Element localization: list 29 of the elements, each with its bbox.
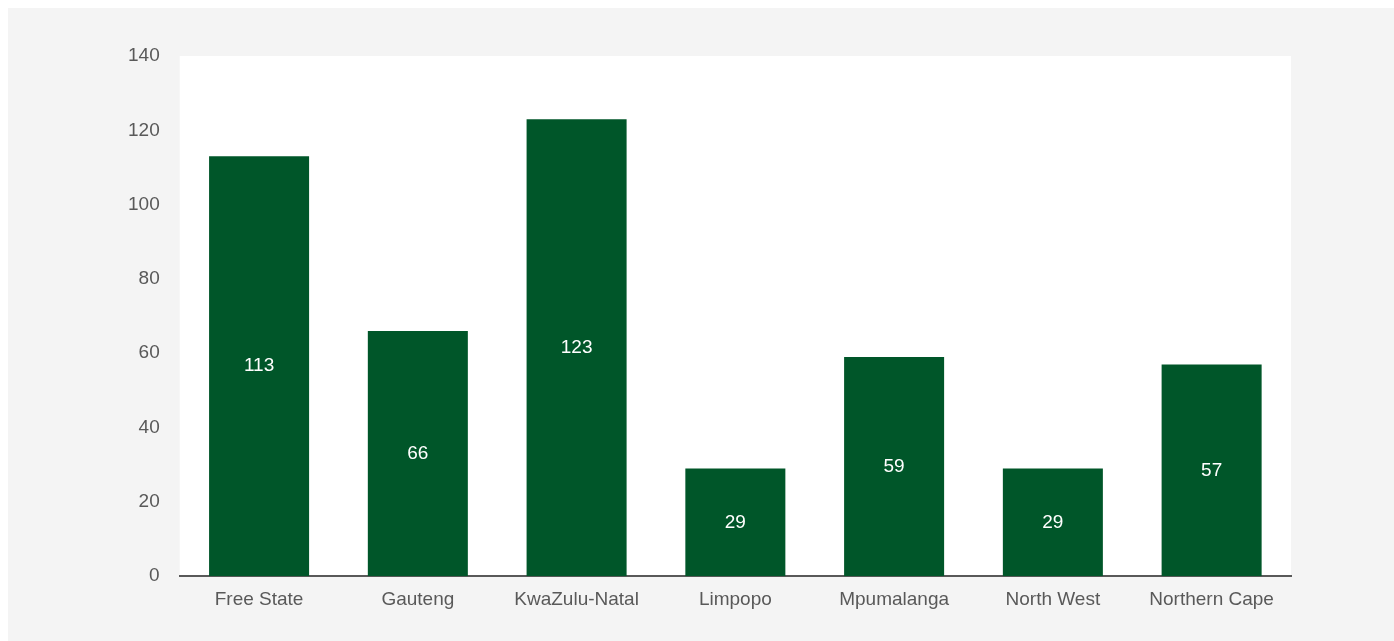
data-label: 59 (883, 454, 905, 476)
y-tick-label: 60 (138, 341, 160, 363)
bar (209, 156, 310, 577)
y-tick-label: 140 (128, 44, 160, 66)
y-tick-label: 120 (128, 118, 160, 140)
x-tick-label: Free State (214, 587, 304, 609)
data-label: 123 (560, 335, 593, 357)
bar (1161, 364, 1262, 577)
data-label: 57 (1201, 458, 1223, 480)
bar (844, 356, 945, 577)
x-tick-label: Mpumalanga (839, 587, 950, 609)
x-tick-label: Gauteng (381, 587, 455, 609)
x-tick-label: North West (1005, 587, 1101, 609)
bar (367, 330, 468, 577)
y-tick-label: 100 (128, 192, 160, 214)
y-tick-label: 80 (138, 267, 160, 289)
data-label: 113 (243, 354, 275, 376)
y-tick-label: 20 (138, 490, 160, 512)
data-label: 66 (407, 441, 429, 463)
y-tick-label: 0 (149, 564, 160, 586)
bar (685, 468, 786, 577)
bar (1002, 468, 1103, 577)
x-tick-label: Limpopo (698, 587, 772, 609)
bar (526, 119, 627, 577)
data-label: 29 (1042, 510, 1064, 532)
y-tick-label: 40 (138, 415, 160, 437)
x-tick-label: KwaZulu-Natal (514, 587, 639, 609)
x-tick-label: Northern Cape (1149, 587, 1274, 609)
data-label: 29 (724, 510, 746, 532)
